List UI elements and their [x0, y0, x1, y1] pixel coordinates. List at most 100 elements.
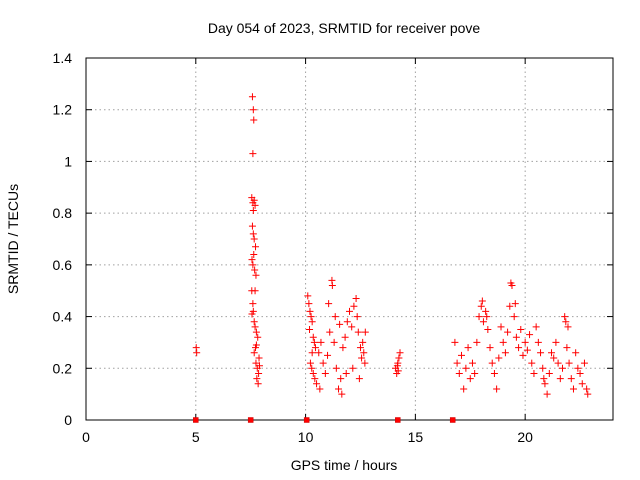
data-point — [393, 362, 401, 370]
data-point — [250, 116, 258, 124]
data-point — [552, 338, 560, 346]
data-point — [540, 375, 548, 383]
data-point — [453, 359, 461, 367]
y-tick-label: 0.6 — [53, 257, 73, 273]
data-point — [361, 328, 369, 336]
data-point — [493, 385, 501, 393]
data-point — [569, 385, 577, 393]
data-point — [250, 251, 258, 259]
data-point — [193, 349, 201, 357]
x-tick-label: 0 — [82, 429, 90, 445]
data-point — [490, 369, 498, 377]
data-point — [307, 313, 315, 321]
data-point — [508, 282, 516, 290]
data-point — [361, 359, 369, 367]
data-point — [537, 349, 545, 357]
data-point — [341, 333, 349, 341]
data-point — [321, 369, 329, 377]
data-point — [339, 344, 347, 352]
data-point — [561, 313, 569, 321]
y-tick-label: 1.2 — [53, 102, 73, 118]
data-point — [360, 349, 368, 357]
data-point — [252, 359, 260, 367]
data-point — [359, 338, 367, 346]
y-tick-label: 1.4 — [53, 50, 73, 66]
y-tick-label: 1 — [64, 153, 72, 169]
data-point — [530, 369, 538, 377]
data-point — [466, 375, 474, 383]
y-tick-label: 0.8 — [53, 205, 73, 221]
data-point — [249, 300, 257, 308]
data-point — [483, 313, 491, 321]
x-tick-label: 15 — [408, 429, 424, 445]
data-point — [464, 344, 472, 352]
y-tick-label: 0 — [64, 412, 72, 428]
data-point — [306, 359, 314, 367]
data-point — [355, 375, 363, 383]
data-point — [545, 369, 553, 377]
data-point — [460, 385, 468, 393]
data-point — [495, 354, 503, 362]
data-point — [475, 313, 483, 321]
data-point — [252, 328, 260, 336]
plot-frame — [85, 57, 614, 421]
data-point — [457, 351, 465, 359]
data-point — [499, 338, 507, 346]
x-tick-label: 5 — [192, 429, 200, 445]
data-point — [346, 307, 353, 315]
baseline-marker — [303, 417, 310, 423]
data-point — [252, 341, 260, 349]
data-point — [583, 385, 591, 393]
data-point — [462, 364, 470, 372]
data-point — [308, 364, 316, 372]
data-point — [473, 338, 481, 346]
data-point — [471, 369, 479, 377]
data-point — [455, 369, 463, 377]
data-point — [306, 307, 314, 315]
data-point — [534, 338, 542, 346]
data-point — [478, 297, 486, 305]
data-point — [248, 310, 256, 318]
data-point — [255, 354, 263, 362]
data-point — [528, 359, 536, 367]
data-point — [484, 326, 492, 333]
data-point — [554, 359, 562, 367]
data-point — [342, 369, 350, 377]
data-point — [477, 302, 485, 310]
data-point — [252, 243, 260, 251]
data-point — [532, 323, 540, 331]
data-point — [326, 328, 334, 336]
data-point — [325, 300, 333, 308]
data-point — [521, 338, 529, 346]
data-point — [249, 230, 257, 238]
data-point — [479, 318, 487, 326]
data-point — [580, 359, 588, 367]
data-point — [548, 349, 556, 357]
data-point — [543, 390, 551, 398]
data-point — [468, 359, 476, 367]
x-tick-label: 10 — [298, 429, 314, 445]
chart-title: Day 054 of 2023, SRMTID for receiver pov… — [208, 20, 481, 36]
data-point — [317, 338, 325, 346]
baseline-marker — [247, 417, 254, 423]
data-point — [319, 359, 327, 367]
data-point — [523, 346, 531, 354]
data-point — [565, 359, 573, 367]
data-point — [255, 362, 263, 370]
data-point — [335, 385, 343, 393]
data-point — [338, 390, 346, 398]
data-point — [251, 323, 259, 331]
data-point — [249, 150, 257, 158]
data-point — [316, 385, 324, 393]
data-point — [564, 323, 572, 331]
data-point — [315, 349, 323, 357]
baseline-marker — [193, 417, 199, 423]
data-point — [250, 318, 258, 326]
data-point — [304, 292, 312, 300]
data-point — [249, 261, 257, 269]
data-point — [395, 354, 403, 362]
data-point — [350, 302, 358, 310]
data-point — [343, 318, 351, 326]
data-point — [497, 323, 505, 331]
